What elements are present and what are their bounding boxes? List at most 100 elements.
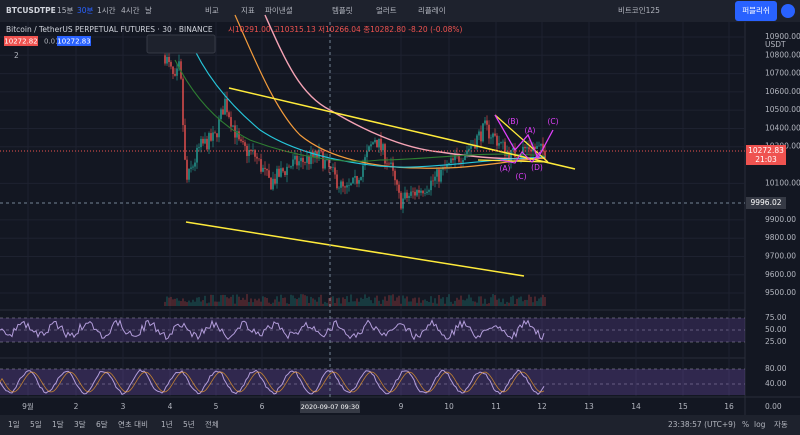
volume-bar	[460, 295, 462, 306]
candle-body	[422, 190, 424, 194]
range-button[interactable]: 전체	[205, 419, 219, 429]
candle-body	[412, 191, 414, 193]
price-tick: 10700.00	[765, 69, 800, 78]
candle-body	[308, 156, 310, 165]
candle-body	[470, 146, 472, 149]
range-button[interactable]: 6달	[96, 420, 108, 429]
volume-bar	[414, 297, 416, 306]
range-button[interactable]: 5년	[183, 419, 195, 429]
candle-body	[334, 167, 336, 175]
volume-bar	[372, 303, 374, 306]
range-button[interactable]: 연초 대비	[118, 420, 148, 429]
candle-body	[432, 180, 434, 182]
time-tick: 2	[74, 402, 79, 411]
volume-bar	[454, 300, 456, 306]
candle-body	[492, 133, 494, 138]
candle-body	[462, 159, 464, 163]
crosshair-time: 2020-09-07 09:30	[301, 403, 360, 411]
stoch-tick: 40.00	[765, 379, 787, 388]
toolbar-button[interactable]: 비교	[205, 6, 219, 15]
ask: 10272.83	[57, 38, 90, 46]
volume-bar	[464, 300, 466, 306]
range-button[interactable]: 1달	[52, 420, 64, 429]
volume-bar	[322, 303, 324, 306]
volume-bar	[336, 298, 338, 306]
volume-bar	[260, 301, 262, 306]
drawing-toolbar[interactable]	[146, 34, 216, 54]
publish-button[interactable]	[735, 1, 777, 21]
candle-body	[288, 166, 290, 168]
last-price: 10272.83	[748, 146, 784, 155]
volume-bar	[404, 298, 406, 306]
volume-bar	[366, 297, 368, 306]
range-button[interactable]: 5일	[30, 420, 42, 429]
interval[interactable]: 1시간	[97, 5, 116, 15]
toolbar-button[interactable]: 얼러트	[376, 6, 397, 15]
candle-body	[438, 169, 440, 182]
time-tick: 12	[537, 402, 547, 411]
volume-bar	[488, 303, 490, 306]
candle-body	[196, 147, 198, 163]
interval[interactable]: 30분	[77, 6, 94, 15]
candle-body	[476, 135, 478, 149]
range-button[interactable]: 1년	[161, 419, 173, 429]
candle-body	[484, 120, 486, 124]
candle-body	[398, 184, 400, 193]
candle-body	[406, 192, 408, 199]
candle-body	[284, 171, 286, 176]
candle-body	[204, 138, 206, 144]
candle-body	[526, 147, 528, 149]
volume-bar	[360, 297, 362, 306]
volume-bar	[340, 303, 342, 306]
time-tick: 5	[214, 402, 219, 411]
time-tick: 10	[444, 402, 454, 411]
candle-body	[400, 192, 402, 209]
volume-bar	[438, 295, 440, 306]
interval[interactable]: 날	[145, 5, 152, 15]
candle-body	[320, 149, 322, 152]
percent-toggle[interactable]: %	[742, 420, 749, 429]
range-button[interactable]: 1일	[8, 420, 20, 429]
volume-bar	[316, 301, 318, 306]
symbol[interactable]: BTCUSDTPE	[6, 6, 56, 15]
toolbar-button[interactable]: 리플레이	[418, 5, 446, 15]
interval[interactable]: 4시간	[121, 5, 140, 15]
publish[interactable]: 퍼블리쉬	[742, 6, 770, 15]
volume-bar	[490, 297, 492, 306]
candle-body	[240, 139, 242, 142]
volume-bar	[528, 294, 530, 306]
volume-bar	[542, 294, 544, 306]
toolbar-button[interactable]: 템플릿	[332, 5, 353, 15]
volume-bar	[382, 299, 384, 306]
auto-toggle[interactable]: 자동	[774, 420, 788, 429]
volume-bar	[254, 298, 256, 306]
toolbar-button[interactable]: 지표	[241, 6, 255, 15]
time-tick: 4	[168, 402, 173, 411]
volume-bar	[532, 302, 534, 306]
volume-bar	[212, 294, 214, 306]
volume-bar	[396, 297, 398, 306]
volume-bar	[168, 297, 170, 306]
candle-body	[286, 166, 288, 176]
range-button[interactable]: 3달	[74, 420, 86, 429]
layout-name[interactable]: 비트코인125	[618, 5, 660, 15]
volume-bar	[450, 301, 452, 306]
volume-bar	[174, 298, 176, 306]
volume-bar	[234, 303, 236, 306]
volume-bar	[236, 294, 238, 306]
candle-body	[416, 190, 418, 196]
candle-body	[306, 156, 308, 163]
interval[interactable]: 15분	[57, 6, 74, 15]
candle-body	[324, 160, 326, 169]
toolbar-button[interactable]: 파이낸셜	[265, 5, 293, 15]
log-toggle[interactable]: log	[754, 420, 766, 429]
candle-body	[190, 167, 192, 169]
candle-body	[294, 155, 296, 160]
volume-bar	[194, 301, 196, 306]
play-button[interactable]	[781, 4, 795, 18]
bid: 10272.82	[4, 38, 37, 46]
trend-line-lower	[185, 221, 525, 277]
candle-body	[524, 146, 526, 149]
volume-bar	[504, 303, 506, 306]
